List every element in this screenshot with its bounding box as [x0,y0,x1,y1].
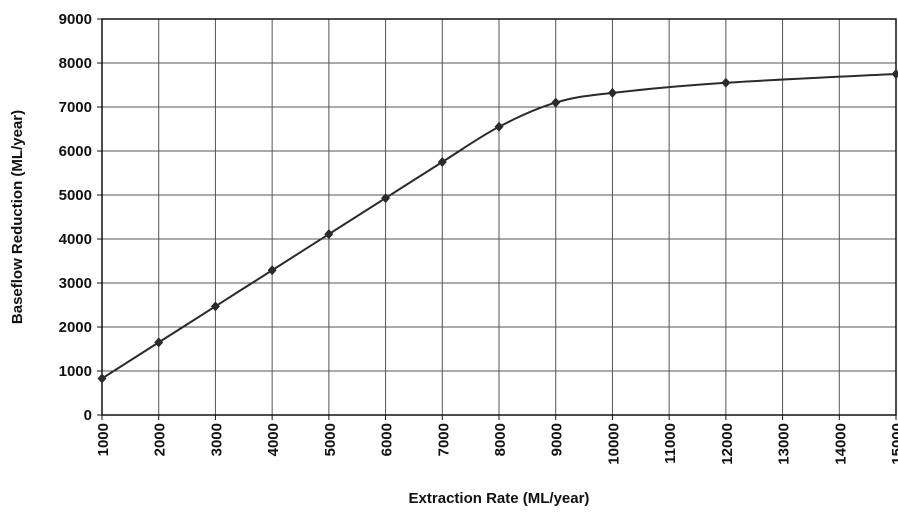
x-axis-title: Extraction Rate (ML/year) [409,490,590,507]
y-tick-label: 8000 [59,55,92,72]
y-axis-title: Baseflow Reduction (ML/year) [9,110,26,324]
x-tick-label: 15000 [889,423,898,465]
point [97,373,107,384]
x-tick-label: 6000 [379,423,396,456]
y-tick-label: 5000 [59,187,92,204]
x-tick-label: 12000 [719,423,736,465]
y-tick-label: 7000 [59,99,92,116]
x-tick-label: 3000 [208,423,225,456]
y-tick-label: 3000 [59,275,92,292]
point [551,97,561,108]
y-tick-label: 9000 [59,11,92,28]
point [891,69,898,79]
point [721,77,731,88]
point [494,121,504,132]
x-tick-label: 8000 [492,423,509,456]
point [324,229,334,240]
y-tick-label: 1000 [59,363,92,380]
y-tick-label: 0 [84,407,92,424]
plot-frame [101,18,897,416]
x-tick-label: 2000 [152,423,169,456]
x-tick-label: 10000 [605,423,622,465]
point [210,301,220,312]
x-tick-label: 1000 [95,423,112,456]
x-tick-label: 5000 [322,423,339,456]
point [437,157,447,167]
x-tick-label: 4000 [265,423,282,456]
x-tick-label: 14000 [832,423,849,465]
y-tick-label: 4000 [59,231,92,248]
x-tick-label: 13000 [776,423,793,465]
x-tick-label: 7000 [435,423,452,456]
x-tick-label: 11000 [662,423,679,464]
y-tick-label: 2000 [59,319,92,336]
y-tick-label: 6000 [59,143,92,160]
x-tick-label: 9000 [549,423,566,456]
point [607,87,617,98]
point [381,193,391,204]
point [154,337,164,348]
point [267,265,277,276]
